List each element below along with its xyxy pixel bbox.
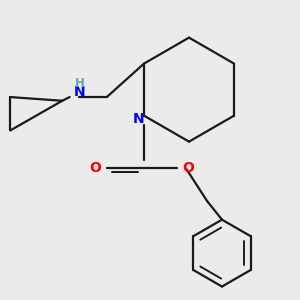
Text: H: H — [75, 76, 85, 90]
Text: O: O — [90, 160, 102, 175]
Text: N: N — [133, 112, 144, 126]
Text: O: O — [183, 160, 194, 175]
Text: N: N — [74, 85, 86, 99]
